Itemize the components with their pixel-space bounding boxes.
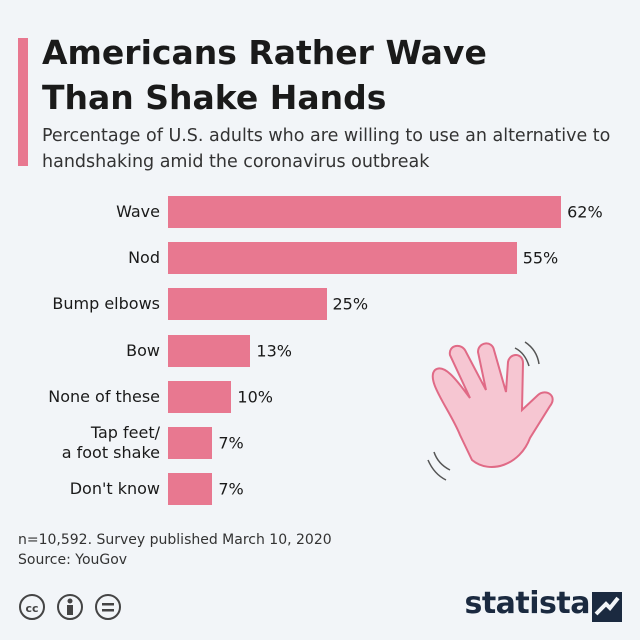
category-label: Don't know: [69, 479, 160, 499]
value-label: 25%: [332, 294, 369, 314]
bar: [168, 196, 562, 228]
note: n=10,592. Survey published March 10, 202…: [18, 532, 332, 548]
category-label: Wave: [116, 202, 160, 221]
source: Source: YouGov: [18, 552, 128, 568]
svg-text:cc: cc: [25, 602, 38, 615]
category-label: Nod: [128, 248, 160, 268]
hand-illustration: [427, 341, 554, 481]
chart-title: Americans Rather Wave Than Shake Hands: [42, 33, 487, 117]
logo-icon: [592, 592, 622, 622]
value-label: 13%: [256, 341, 292, 361]
category-label: Tap feet/ a foot shake: [61, 423, 160, 462]
bar: [168, 334, 251, 367]
accent-bar: [18, 38, 28, 166]
category-label: None of these: [48, 386, 160, 406]
license-icons: cc: [19, 594, 121, 620]
bar: [168, 473, 213, 506]
chart-subtitle: Percentage of U.S. adults who are willin…: [42, 126, 611, 172]
value-label: 62%: [567, 202, 603, 222]
bar: [168, 380, 232, 413]
bar: [168, 427, 213, 459]
value-label: 10%: [237, 387, 273, 407]
bar: [168, 242, 517, 275]
value-label: 7%: [218, 433, 244, 453]
value-label: 55%: [522, 248, 559, 268]
category-label: Bump elbows: [52, 294, 160, 314]
bar: [168, 288, 327, 321]
logo: statista: [464, 586, 590, 621]
value-label: 7%: [218, 479, 244, 499]
category-label: Bow: [126, 340, 160, 360]
